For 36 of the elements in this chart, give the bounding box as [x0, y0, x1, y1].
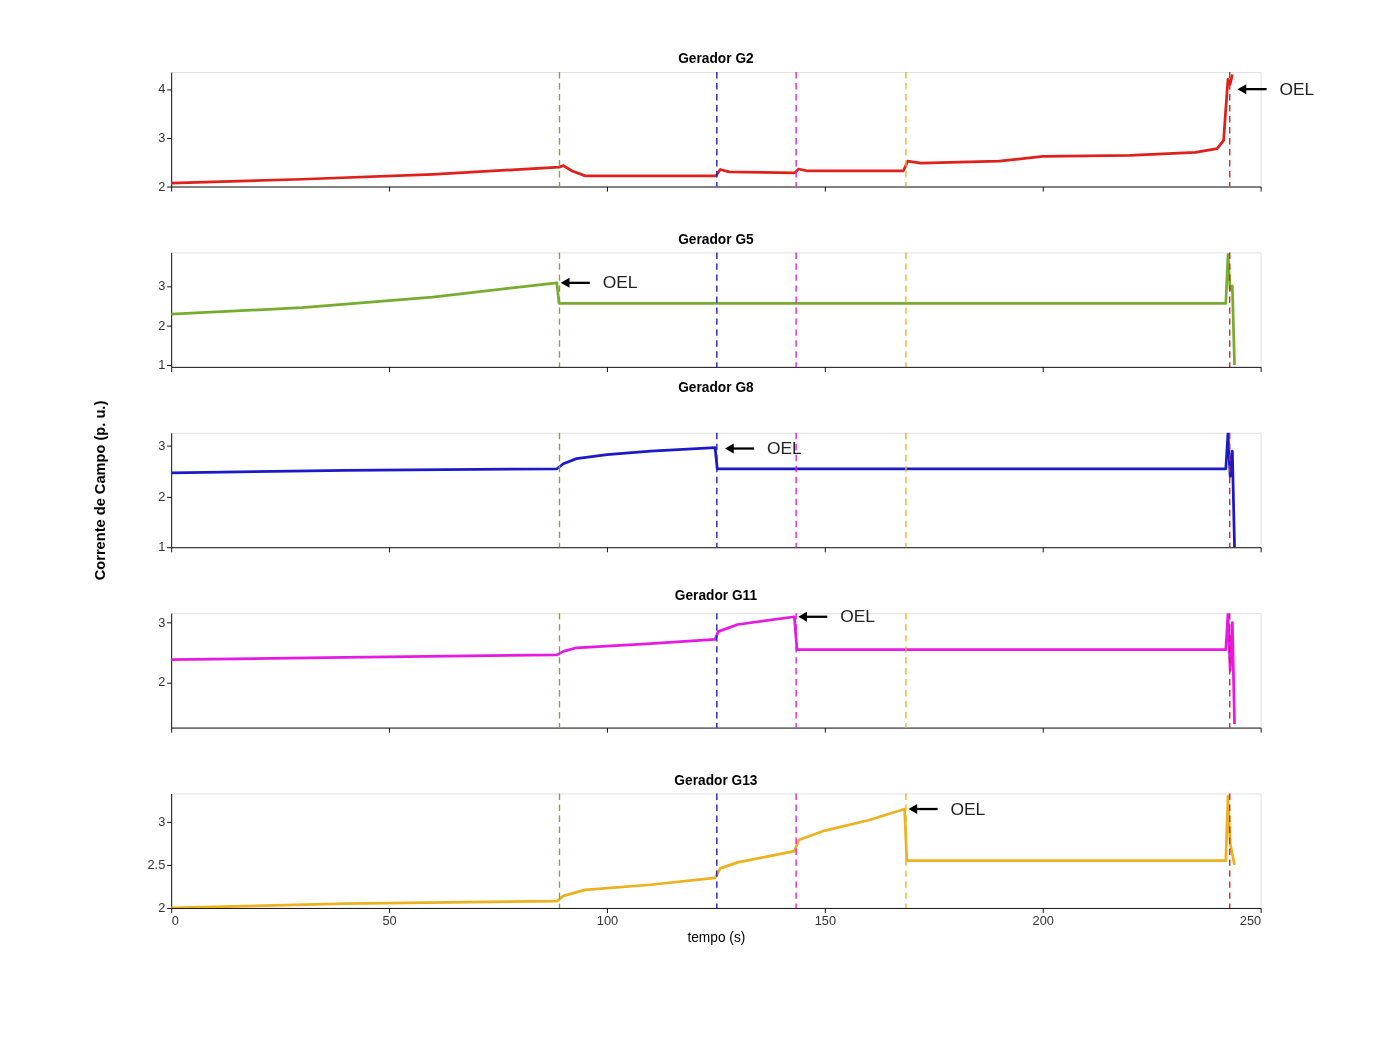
line-series [171, 253, 1236, 367]
line-series [171, 73, 1234, 185]
x-tick-label: 150 [814, 912, 837, 928]
annotation: OEL [1279, 78, 1315, 99]
annotation: OEL [766, 438, 803, 459]
y-tick-label: 2 [158, 488, 166, 504]
y-tick-label: 3 [158, 278, 166, 294]
y-tick-label: 2 [158, 178, 166, 194]
y-tick-label: 4 [158, 81, 166, 97]
line-series [171, 432, 1236, 548]
y-tick-label: 2 [158, 317, 166, 333]
x-tick-label: 250 [1239, 912, 1262, 928]
annotation: OEL [950, 798, 986, 819]
chart-title: Gerador G13 [674, 772, 758, 788]
x-tick-label: 0 [171, 912, 179, 928]
line-series [171, 794, 1236, 908]
y-tick-label: 1 [158, 539, 166, 555]
y-tick-label: 3 [158, 129, 166, 145]
x-tick-label: 100 [596, 912, 619, 928]
x-axis-title: tempo (s) [687, 930, 746, 946]
x-tick-label: 200 [1032, 912, 1054, 928]
chart-title: Gerador G5 [678, 231, 755, 247]
chart-title: Gerador G8 [678, 379, 755, 395]
y-tick-label: 2 [158, 674, 166, 690]
chart-title: Gerador G11 [674, 588, 758, 604]
x-tick-label: 50 [382, 912, 397, 928]
y-tick-label: 2.5 [147, 857, 166, 873]
y-tick-label: 2 [158, 900, 166, 916]
y-axis-title: Corrente de Campo (p. u.) [92, 400, 109, 581]
y-tick-label: 1 [158, 357, 166, 373]
y-tick-label: 3 [158, 814, 166, 830]
chart-title: Gerador G2 [678, 51, 755, 67]
y-tick-label: 3 [158, 438, 166, 454]
annotation: OEL [840, 606, 876, 627]
annotation: OEL [602, 272, 638, 293]
y-tick-label: 3 [158, 614, 166, 630]
